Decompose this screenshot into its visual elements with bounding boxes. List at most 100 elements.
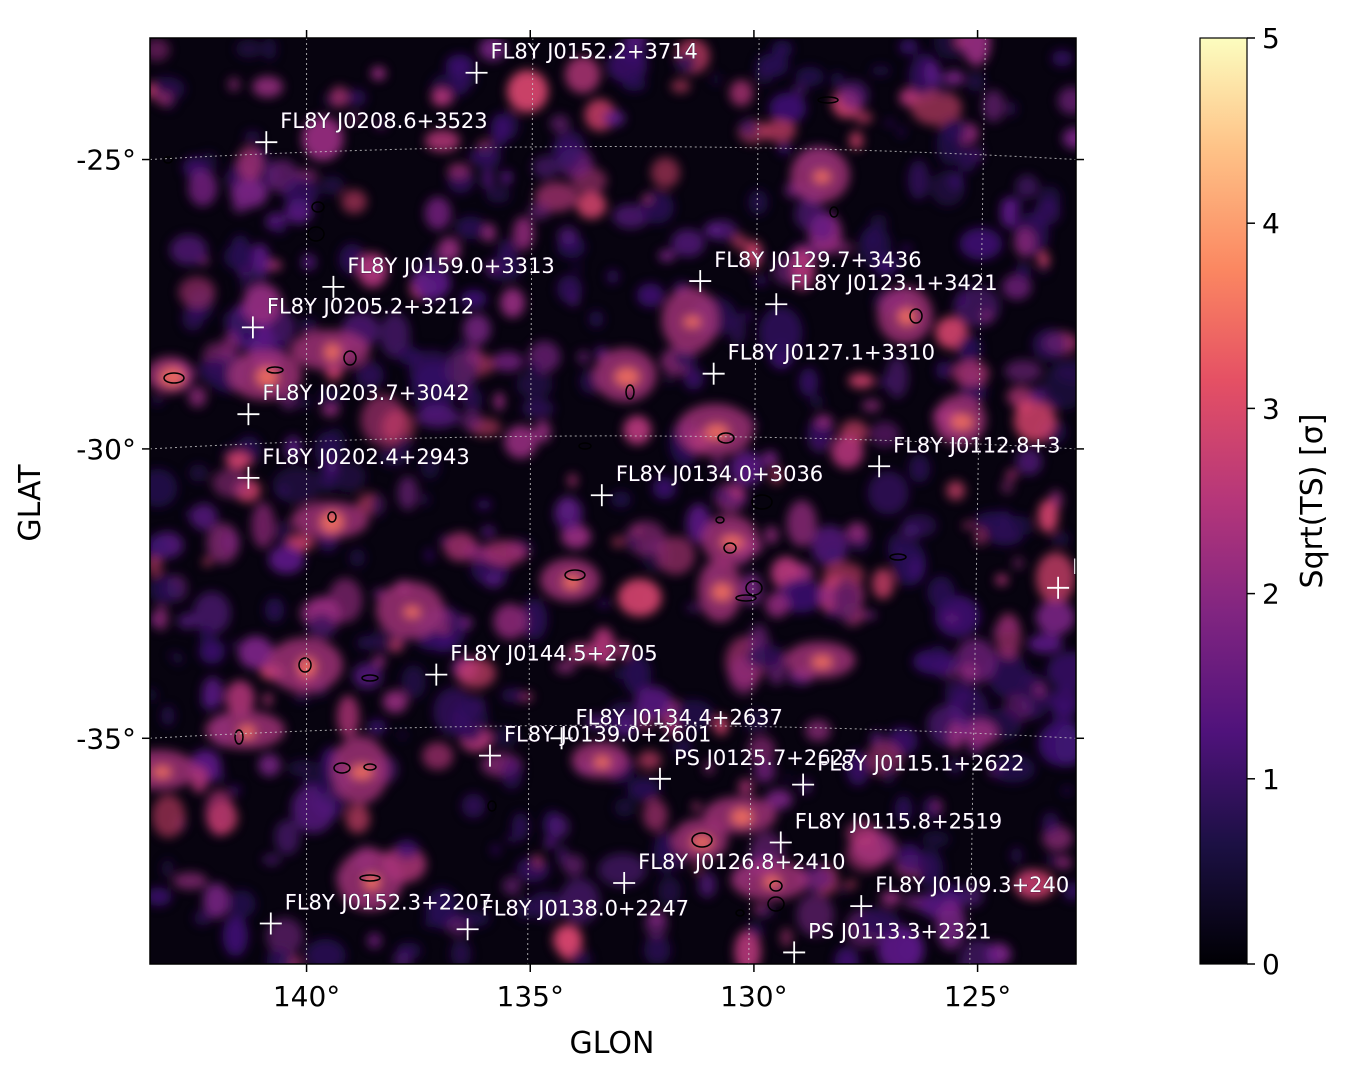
ts-hotspot-core <box>323 343 341 361</box>
ts-hotspot-core <box>159 366 185 388</box>
ts-blob <box>987 649 1027 698</box>
ts-blob <box>845 835 886 872</box>
ts-blob <box>637 750 662 770</box>
ts-blob <box>511 812 529 841</box>
ts-hotspot-core <box>711 582 733 602</box>
colorbar-tick-label: 1 <box>1262 763 1280 796</box>
contour-ring <box>307 226 325 242</box>
ts-blob <box>710 488 724 500</box>
ts-blob <box>330 86 349 108</box>
ts-blob <box>557 226 579 245</box>
source-marker: FL8Y J0126.8+2410 <box>613 850 846 894</box>
contour-ring <box>363 763 377 771</box>
ts-blob <box>188 386 207 408</box>
ts-blob <box>550 114 570 133</box>
ts-blob <box>765 592 789 618</box>
grid-meridian <box>748 38 760 964</box>
ts-blob <box>1063 881 1076 901</box>
source-label: FL8Y J0203.7+3042 <box>262 381 469 405</box>
ts-blob <box>616 642 632 659</box>
ts-blob <box>1030 386 1048 404</box>
ts-blob <box>557 274 582 303</box>
ts-blob <box>1051 50 1073 67</box>
ts-blob <box>777 141 792 155</box>
ts-blob <box>896 843 923 874</box>
ts-blob <box>713 715 729 736</box>
contour-ring <box>715 516 725 524</box>
contour-ring <box>578 442 592 450</box>
ts-blob <box>345 89 367 107</box>
ts-blob <box>455 216 486 240</box>
ts-blob <box>222 915 248 957</box>
ts-blob <box>831 71 844 89</box>
ts-blob <box>422 742 454 770</box>
contour-ring <box>343 350 357 366</box>
source-label: FL8Y J0134.4+2637 <box>576 705 783 729</box>
ts-blob <box>944 678 972 707</box>
ts-blob <box>481 525 495 538</box>
ts-blob <box>777 578 824 613</box>
ts-blob <box>894 795 913 823</box>
ts-blob <box>671 79 691 93</box>
source-marker: FL8Y J0115.8+2519 <box>769 809 1002 854</box>
x-tick-label: 130° <box>720 980 787 1013</box>
ts-blob <box>623 415 652 445</box>
ts-blob <box>553 130 586 165</box>
ts-blob <box>731 233 748 250</box>
ts-blob <box>161 859 174 878</box>
ts-blob <box>657 876 682 906</box>
ts-blob <box>382 690 408 713</box>
ts-blob <box>754 64 774 85</box>
ts-blob <box>203 883 230 919</box>
source-label: FL8Y J0138.0+2247 <box>482 896 689 920</box>
ts-blob <box>481 168 494 190</box>
ts-blob <box>1046 854 1058 866</box>
ts-blob <box>327 457 338 474</box>
ts-blob <box>320 175 345 195</box>
source-label: FL8Y J0123.1+3421 <box>790 271 997 295</box>
ts-blob <box>172 872 208 890</box>
ts-blob <box>394 839 420 860</box>
ts-hotspot <box>150 749 196 791</box>
ts-blob <box>150 887 172 907</box>
ts-blob <box>762 451 778 467</box>
source-label: FL8Y J0202.4+2943 <box>262 445 469 469</box>
ts-blob <box>1000 198 1018 229</box>
ts-blob <box>1001 480 1014 494</box>
colorbar-tick-label: 3 <box>1262 392 1280 425</box>
ts-blob <box>565 56 601 94</box>
ts-blob <box>858 225 892 268</box>
ts-blob <box>397 476 419 511</box>
ts-blob <box>237 145 263 181</box>
ts-blob <box>1061 786 1073 795</box>
ts-hotspot-core <box>897 308 917 326</box>
ts-blob <box>836 885 849 894</box>
ts-blob <box>755 275 767 286</box>
source-marker: FL8Y J0123.1+3421 <box>765 271 998 316</box>
ts-blob <box>356 636 375 650</box>
ts-blob <box>212 468 250 498</box>
ts-blob <box>653 831 677 873</box>
ts-blob <box>867 471 909 515</box>
ts-blob <box>225 680 255 717</box>
source-marker: FL8Y J0134.4+2637 <box>550 705 783 750</box>
ts-blob <box>534 420 551 443</box>
ts-hotspot-core <box>614 367 640 387</box>
ts-blob <box>937 88 951 98</box>
ts-hotspot-core <box>593 755 611 769</box>
ts-blob <box>422 918 437 928</box>
ts-blob <box>991 754 1036 783</box>
ts-blob <box>487 727 519 748</box>
ts-blob <box>880 891 902 906</box>
ts-blob <box>734 929 762 964</box>
grid-meridian <box>527 38 534 964</box>
ts-blob <box>422 263 435 274</box>
source-label: FL8Y J0129.7+3436 <box>714 248 921 272</box>
ts-blob <box>485 186 511 204</box>
ts-blob <box>228 785 241 795</box>
ts-blob <box>240 268 249 279</box>
ts-blob <box>188 464 209 482</box>
ts-blob <box>456 657 496 689</box>
ts-blob <box>642 193 652 205</box>
ts-blob <box>760 120 797 142</box>
